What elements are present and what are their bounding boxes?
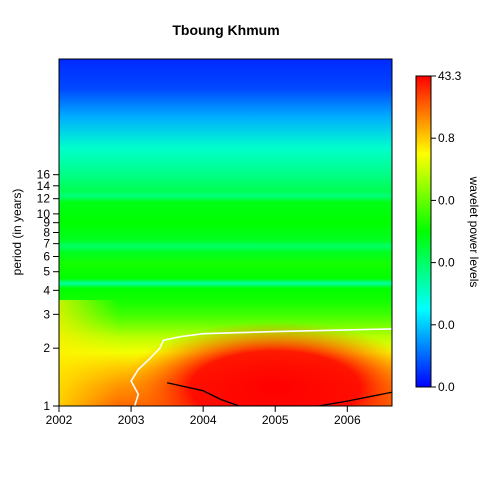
y-tick-label: 1 bbox=[43, 399, 50, 413]
y-tick-label: 4 bbox=[43, 283, 50, 297]
y-tick-label: 9 bbox=[43, 216, 50, 230]
y-tick-label: 14 bbox=[37, 179, 51, 193]
x-axis: 2002 2003 2004 2005 2006 bbox=[46, 406, 361, 427]
colorbar-ticks: 0.0 0.0 0.0 0.0 0.8 43.3 bbox=[431, 69, 462, 394]
colorbar-label: wavelet power levels bbox=[467, 176, 480, 288]
x-tick-label: 2004 bbox=[190, 413, 217, 427]
warm-left-edge bbox=[59, 300, 119, 406]
y-tick-label: 16 bbox=[37, 168, 51, 182]
x-tick-label: 2005 bbox=[262, 413, 289, 427]
x-tick-label: 2002 bbox=[46, 413, 73, 427]
colorbar: 0.0 0.0 0.0 0.0 0.8 43.3 wavelet power levels bbox=[415, 69, 480, 394]
cone-of-influence bbox=[166, 382, 392, 406]
y-tick-label: 12 bbox=[37, 192, 51, 206]
colorbar-tick-label: 0.0 bbox=[438, 193, 455, 207]
y-tick-label: 6 bbox=[43, 250, 50, 264]
colorbar-tick-label: 0.0 bbox=[438, 380, 455, 394]
colorbar-tick-label: 0.0 bbox=[438, 318, 455, 332]
colorbar-tick-label: 43.3 bbox=[438, 69, 462, 83]
x-tick-label: 2003 bbox=[118, 413, 145, 427]
chart-title: Tboung Khmum bbox=[172, 22, 279, 38]
colorbar-tick-label: 0.8 bbox=[438, 131, 455, 145]
y-axis-label: period (in years) bbox=[10, 189, 24, 276]
y-tick-label: 5 bbox=[43, 265, 50, 279]
y-tick-label: 10 bbox=[37, 207, 51, 221]
y-tick-label: 3 bbox=[43, 307, 50, 321]
power-hotspot bbox=[121, 321, 392, 406]
plot-area bbox=[59, 59, 392, 406]
x-tick-label: 2006 bbox=[334, 413, 361, 427]
colorbar-tick-label: 0.0 bbox=[438, 256, 455, 270]
y-tick-label: 2 bbox=[43, 341, 50, 355]
y-tick-label: 7 bbox=[43, 237, 50, 251]
colorbar-scale bbox=[415, 75, 432, 388]
y-tick-label: 8 bbox=[43, 226, 50, 240]
significance-contour bbox=[130, 328, 392, 406]
